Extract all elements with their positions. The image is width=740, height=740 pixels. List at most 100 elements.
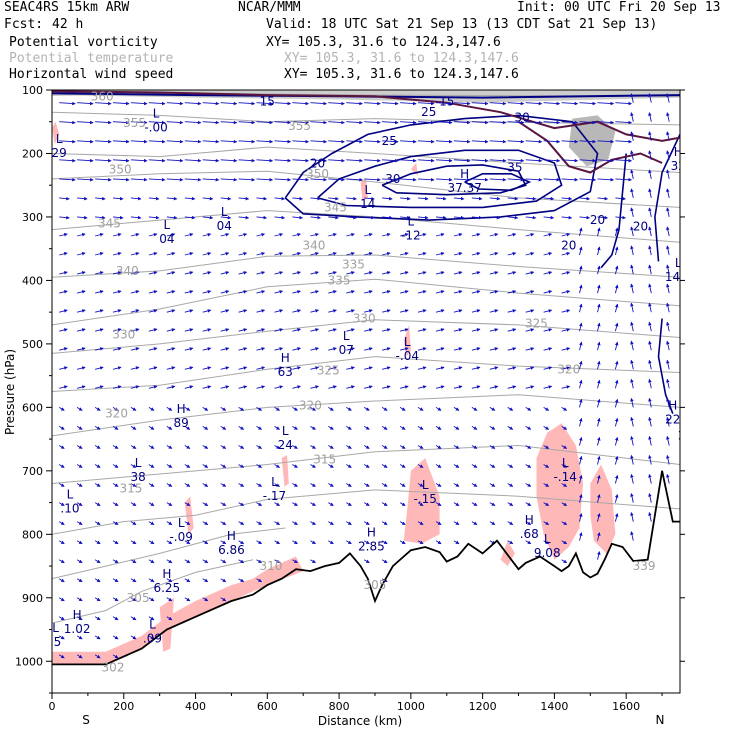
wind-vector (543, 407, 550, 411)
wind-vector (76, 328, 86, 332)
wind-vector (256, 464, 263, 468)
theta-contour (52, 278, 680, 326)
wind-vector (148, 101, 166, 106)
wind-vector (328, 347, 337, 351)
wind-vector (381, 445, 388, 449)
wind-vector (256, 385, 266, 389)
wind-contour-label: 15 (260, 94, 275, 108)
wind-vector (666, 245, 670, 256)
wind-vector (112, 101, 130, 106)
wind-vector (202, 578, 209, 583)
wind-vector (561, 445, 568, 449)
extremum-value-label: .68 (520, 527, 539, 541)
wind-vector (561, 426, 568, 430)
x-axis-left-end: S (82, 713, 90, 727)
wind-vector (166, 385, 176, 389)
wind-vector (615, 120, 632, 125)
wind-vector (274, 407, 281, 411)
wind-vector (220, 271, 230, 275)
extremum-value-label: 38 (130, 470, 145, 484)
terrain-line (52, 470, 680, 666)
wind-vector (346, 366, 355, 370)
wind-vector (614, 227, 619, 237)
wind-vector (94, 232, 104, 237)
wind-vector (489, 483, 496, 487)
wind-vector (310, 426, 316, 430)
wind-vector (310, 177, 327, 182)
wind-vector (256, 521, 263, 525)
wind-vector (58, 559, 65, 564)
wind-vector (238, 271, 248, 275)
wind-vector (59, 309, 68, 313)
wind-vector (381, 290, 391, 294)
wind-vector (166, 445, 173, 449)
wind-vector (579, 284, 583, 294)
wind-vector (292, 540, 298, 545)
wind-vector (435, 251, 445, 256)
wind-vector (112, 635, 119, 640)
wind-vector (400, 158, 417, 163)
extremum-type-label: L (364, 183, 371, 197)
wind-vector (130, 366, 140, 370)
extremum-value-label: 04 (217, 219, 232, 233)
wind-vector (435, 120, 453, 125)
wind-vector (112, 366, 122, 370)
wind-vector (363, 502, 370, 506)
wind-vector (202, 158, 220, 163)
wind-vector (417, 521, 424, 525)
wind-vector (238, 521, 245, 525)
wind-vector (543, 101, 561, 106)
wind-vector (364, 196, 375, 201)
wind-vector (202, 502, 209, 506)
wind-vector (202, 366, 212, 370)
wind-vector (256, 347, 266, 351)
wind-vector (112, 328, 122, 332)
wind-vector (76, 654, 83, 659)
wind-vector (630, 207, 634, 217)
wind-vector (525, 502, 532, 506)
wind-vector (346, 309, 355, 313)
wind-vector (184, 385, 194, 389)
wind-vector (310, 251, 319, 256)
wind-vector (148, 328, 158, 332)
wind-vector (274, 271, 284, 275)
wind-vector (112, 177, 130, 182)
wind-vector (274, 366, 284, 370)
wind-vector (471, 385, 481, 389)
wind-vector (238, 290, 248, 294)
extremum-value-label: -.04 (396, 349, 419, 363)
wind-vector (453, 196, 465, 201)
wind-vector (130, 385, 140, 389)
wind-vector (435, 215, 447, 220)
wind-vector (148, 502, 155, 506)
wind-vector (525, 290, 535, 294)
extremum-value-label: 22 (665, 413, 680, 427)
wind-vector (202, 196, 214, 201)
wind-vector (220, 309, 230, 313)
wind-vector (130, 158, 148, 163)
wind-vector (471, 251, 481, 256)
wind-vector (292, 271, 301, 275)
wind-vector (148, 196, 160, 201)
wind-vector (666, 112, 670, 122)
wind-vector (597, 341, 601, 351)
wind-speed-contour (657, 318, 674, 414)
wind-vector (382, 196, 393, 201)
wind-vector (364, 290, 373, 294)
pv-positive-region (52, 121, 60, 144)
wind-vector (95, 139, 112, 144)
wind-vector (346, 483, 352, 487)
wind-vector (346, 521, 352, 525)
wind-vector (112, 654, 119, 659)
wind-vector (202, 309, 212, 313)
wind-vector (417, 347, 427, 351)
wind-vector (328, 139, 345, 144)
wind-vector (399, 385, 409, 389)
wind-vector (184, 578, 191, 583)
wind-vector (399, 426, 406, 430)
wind-vector (202, 271, 212, 275)
wind-vector (238, 101, 256, 106)
wind-vector (274, 426, 281, 430)
wind-vector (184, 215, 196, 220)
wind-vector (220, 366, 230, 370)
